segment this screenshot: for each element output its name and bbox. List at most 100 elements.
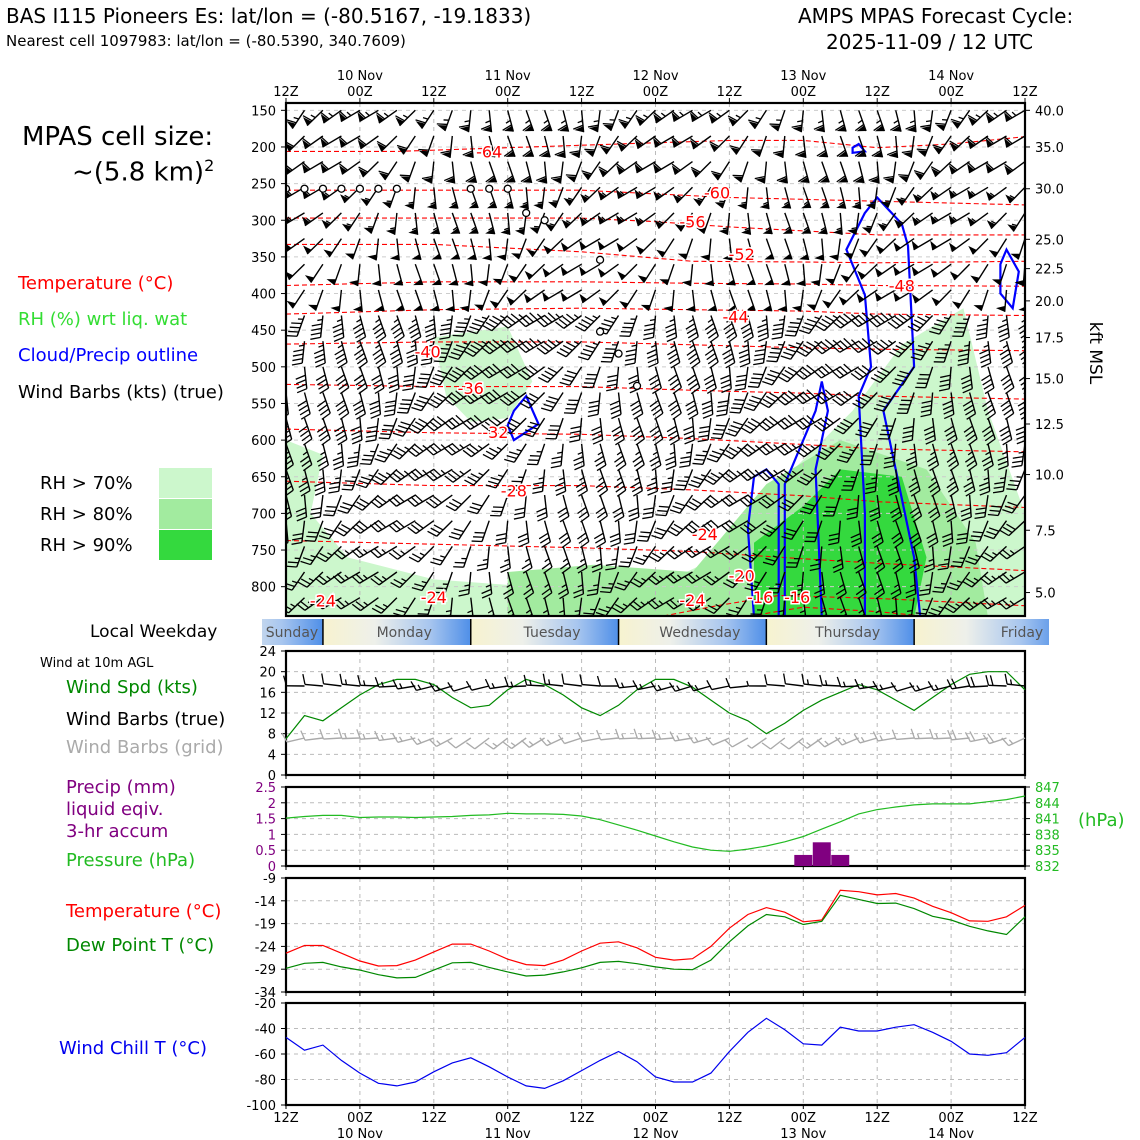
barb-half: [487, 609, 493, 614]
barb-pennant: [400, 176, 410, 183]
barb-half: [785, 226, 791, 231]
barb-full: [795, 449, 805, 458]
barb-full: [846, 511, 858, 516]
barb-staff: [916, 186, 934, 203]
barb-full: [582, 386, 593, 389]
barb-half: [549, 223, 555, 226]
barb-pennant: [542, 291, 550, 302]
wind-barb: [635, 109, 656, 127]
barb-full: [963, 404, 974, 412]
barb-full: [840, 421, 850, 428]
barb-half: [649, 318, 656, 322]
wind-barb: [762, 366, 786, 386]
barb-staff: [360, 597, 379, 612]
barb-full: [706, 521, 715, 531]
barb-full: [666, 336, 677, 343]
wind-barb: [727, 109, 749, 127]
barb-half: [925, 584, 931, 587]
barb-full: [301, 434, 311, 442]
barb-full: [802, 417, 812, 426]
barb-full: [984, 434, 995, 442]
wind-barb: [524, 263, 546, 280]
barb-full: [946, 585, 958, 591]
barb-half: [760, 344, 766, 347]
barb-full: [915, 386, 926, 389]
wind-barb-10m: [801, 673, 822, 687]
barb-half: [670, 344, 676, 349]
barb-full: [384, 409, 395, 413]
barb-pennant: [847, 228, 857, 235]
date-label-bottom: 11 Nov: [485, 1127, 531, 1140]
barb-staff: [906, 392, 915, 414]
barb-full: [947, 485, 958, 493]
barb-pennant: [486, 202, 497, 209]
barb-full: [413, 403, 425, 408]
barb-staff: [913, 520, 922, 542]
barb-staff: [896, 685, 915, 692]
barb-pennant: [503, 125, 514, 132]
barb-full: [683, 425, 694, 431]
wind-barb: [739, 520, 767, 535]
barb-full: [323, 514, 334, 517]
barb-staff: [420, 392, 435, 412]
barb-staff: [402, 135, 416, 155]
wind-barb: [634, 186, 656, 200]
barb-half: [778, 610, 784, 613]
wind-barb: [995, 289, 1008, 312]
barb-staff: [827, 289, 841, 309]
barb-full: [892, 562, 902, 570]
wind-barb: [577, 520, 590, 549]
barb-full: [647, 353, 658, 359]
barb-staff: [974, 545, 989, 565]
wind-barb: [814, 238, 825, 261]
barb-staff: [654, 597, 675, 610]
barb-half: [559, 610, 565, 614]
wind-barb-grid: [596, 729, 619, 741]
barb-full: [865, 490, 876, 495]
barb-staff: [377, 315, 387, 337]
barb-full: [765, 418, 775, 426]
barb-full: [615, 459, 625, 467]
barb-full: [757, 327, 768, 333]
barb-full: [332, 456, 343, 462]
barb-staff: [288, 135, 305, 152]
barb-full: [750, 613, 761, 615]
barb-full: [286, 507, 290, 514]
wind-barb: [462, 135, 474, 158]
wind-barb: [851, 187, 862, 210]
wind-barb: [389, 443, 416, 460]
barb-staff: [580, 443, 585, 466]
barb-full: [906, 460, 917, 466]
barb-pennant: [967, 116, 977, 126]
wind-barb: [582, 366, 601, 389]
wind-barb: [394, 289, 405, 311]
barb-full: [555, 321, 565, 329]
barb-full: [689, 336, 699, 343]
barb-full: [900, 399, 912, 402]
barb-half: [574, 609, 580, 613]
barb-full: [630, 400, 640, 407]
barb-full: [453, 528, 464, 533]
barb-full: [679, 460, 691, 464]
wind-barb: [911, 289, 934, 304]
barb-full: [599, 144, 611, 150]
barb-staff: [506, 366, 527, 379]
barb-staff: [617, 494, 625, 517]
barb-full: [536, 507, 547, 513]
barb-full: [462, 396, 471, 405]
barb-full: [735, 383, 746, 387]
barb-full: [411, 406, 422, 412]
barb-pennant: [374, 305, 385, 312]
wind-barb-grid: [747, 737, 767, 749]
barb-full: [873, 407, 885, 412]
barb-staff: [452, 391, 472, 406]
barb-staff: [647, 289, 657, 311]
barb-half: [363, 601, 369, 606]
barb-pennant: [819, 202, 830, 209]
barb-full: [833, 567, 844, 574]
wind-barb: [376, 109, 398, 124]
barb-full: [836, 175, 846, 183]
barb-full: [462, 150, 473, 156]
barb-full: [1021, 336, 1025, 343]
barb-half: [982, 318, 988, 322]
